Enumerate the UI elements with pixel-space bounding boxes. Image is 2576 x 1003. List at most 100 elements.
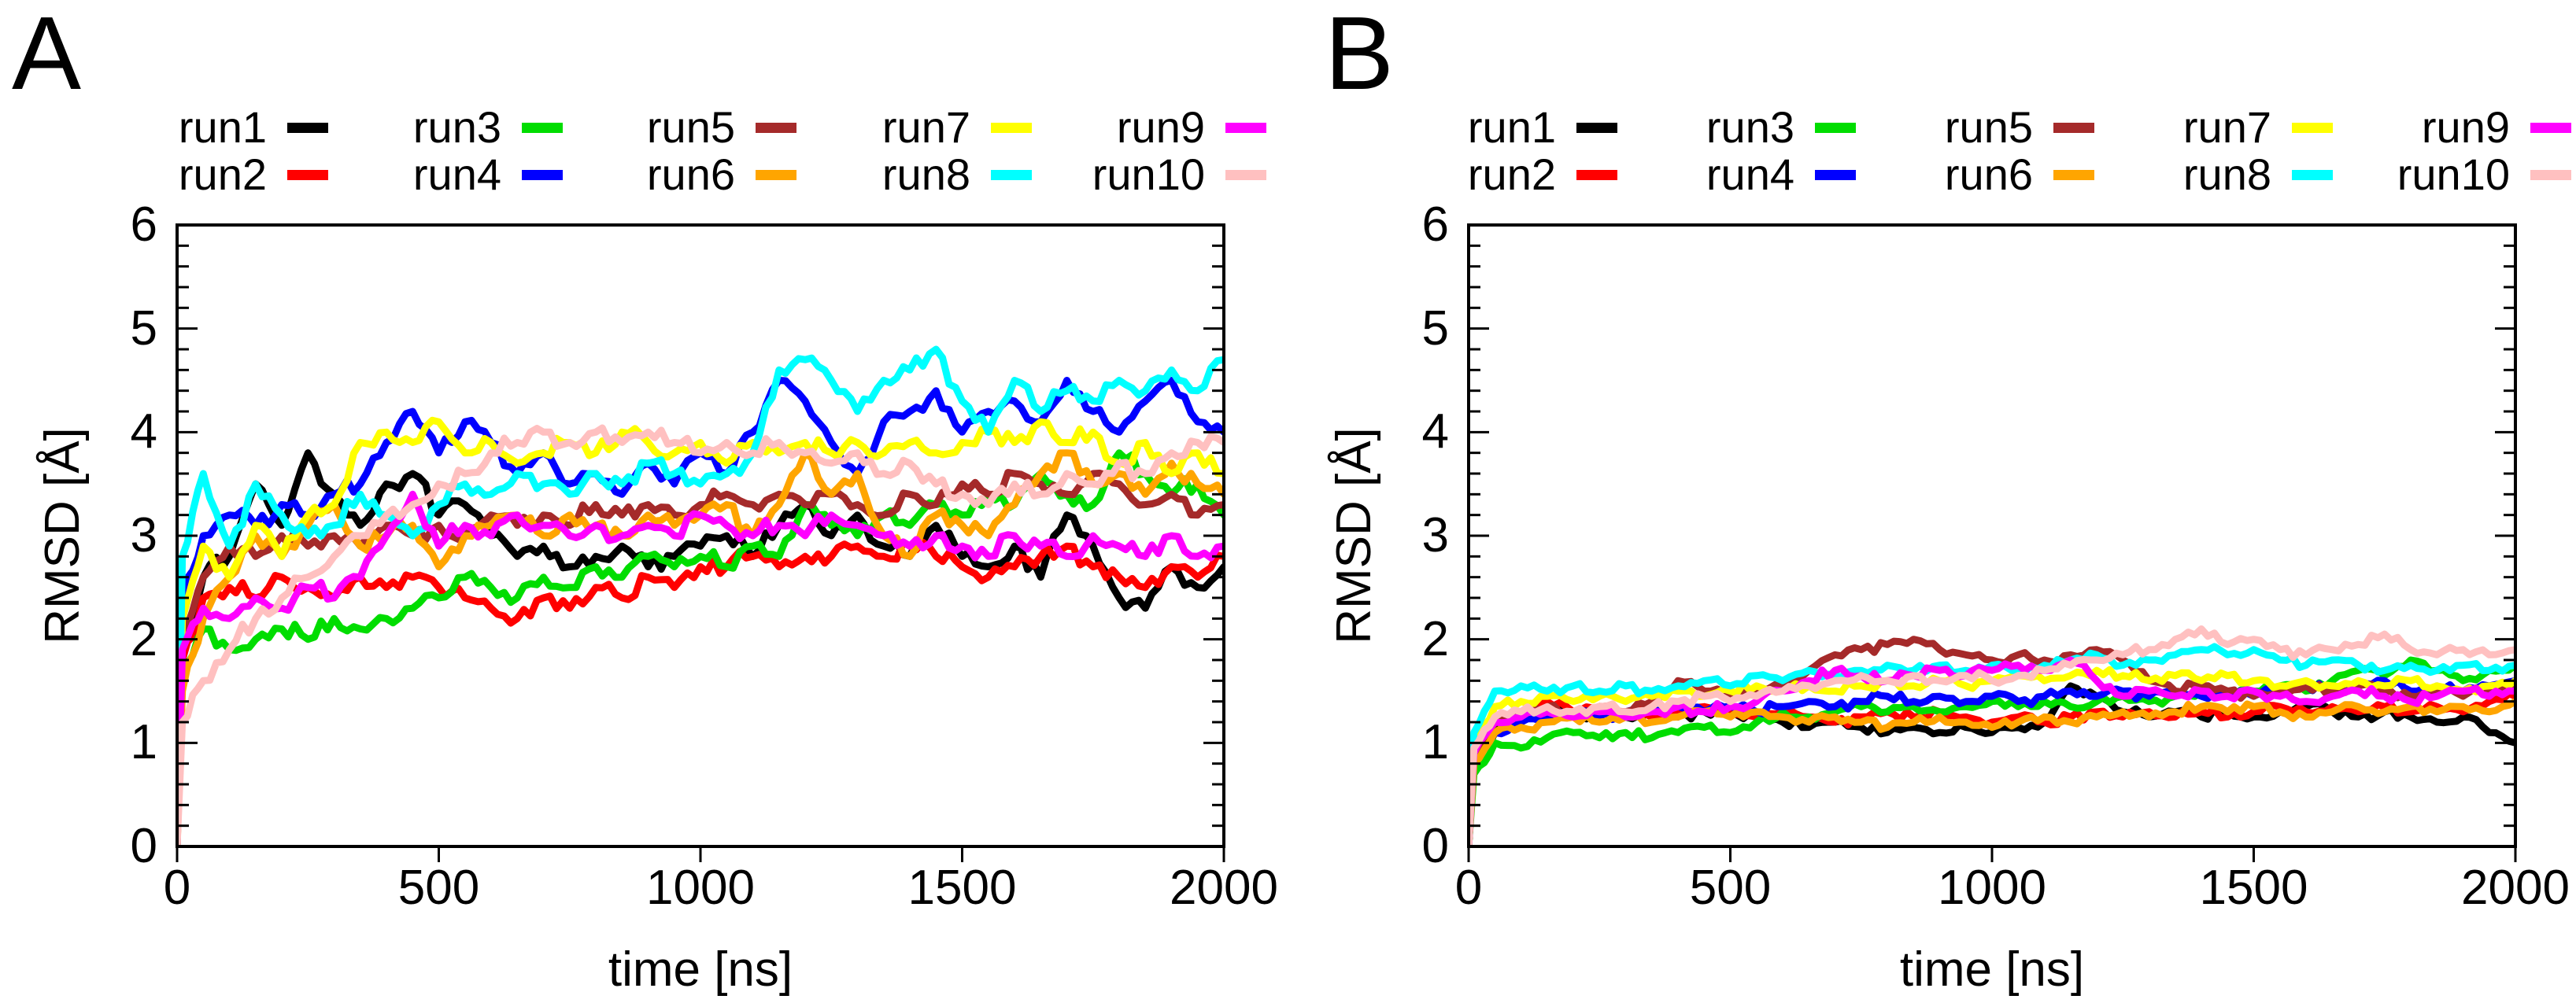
legend-entry-b-run10: run10 bbox=[2356, 152, 2571, 197]
y-tick-label-b-2: 2 bbox=[1421, 611, 1449, 666]
curve-a-run9 bbox=[177, 490, 1224, 846]
curve-a-run3 bbox=[177, 449, 1224, 846]
panel-b-x-axis-label: time [ns] bbox=[1899, 942, 2085, 997]
legend-label-b-run2: run2 bbox=[1467, 149, 1556, 199]
legend-entry-b-run6: run6 bbox=[1879, 152, 2094, 197]
legend-label-b-run1: run1 bbox=[1467, 102, 1556, 152]
panel-b-letter: B bbox=[1325, 0, 1395, 111]
legend-swatch-a-run4 bbox=[522, 169, 563, 180]
legend-label-a-run9: run9 bbox=[1116, 102, 1205, 152]
legend-label-a-run1: run1 bbox=[178, 102, 267, 152]
legend-entry-a-run2: run2 bbox=[113, 152, 328, 197]
y-tick-label-b-1: 1 bbox=[1421, 715, 1449, 770]
legend-swatch-a-run3 bbox=[522, 122, 563, 133]
legend-label-b-run7: run7 bbox=[2182, 102, 2271, 152]
legend-entry-b-run9: run9 bbox=[2356, 105, 2571, 150]
legend-entry-a-run9: run9 bbox=[1051, 105, 1266, 150]
x-tick-label-a-0: 0 bbox=[163, 861, 191, 915]
y-tick-label-a-5: 5 bbox=[130, 301, 157, 356]
legend-entry-a-run1: run1 bbox=[113, 105, 328, 150]
x-tick-label-a-1500: 1500 bbox=[907, 861, 1017, 915]
legend-swatch-b-run8 bbox=[2292, 169, 2333, 180]
legend-entry-b-run4: run4 bbox=[1641, 152, 1856, 197]
legend-swatch-b-run9 bbox=[2530, 122, 2571, 133]
legend-entry-b-run7: run7 bbox=[2118, 105, 2333, 150]
x-tick-label-a-500: 500 bbox=[397, 861, 480, 915]
legend-entry-b-run2: run2 bbox=[1403, 152, 1617, 197]
legend-label-a-run7: run7 bbox=[881, 102, 970, 152]
x-tick-label-b-500: 500 bbox=[1689, 861, 1772, 915]
legend-label-a-run8: run8 bbox=[881, 149, 970, 199]
legend-label-b-run6: run6 bbox=[1944, 149, 2033, 199]
legend-swatch-a-run8 bbox=[991, 169, 1032, 180]
x-tick-label-b-2000: 2000 bbox=[2461, 861, 2570, 915]
plot-frame-b bbox=[1467, 223, 2517, 848]
x-tick-label-a-1000: 1000 bbox=[646, 861, 755, 915]
legend-swatch-b-run3 bbox=[1815, 122, 1856, 133]
y-tick-label-a-6: 6 bbox=[130, 197, 157, 252]
y-tick-label-a-4: 4 bbox=[130, 404, 157, 459]
legend-swatch-b-run10 bbox=[2530, 169, 2571, 180]
legend-swatch-b-run2 bbox=[1576, 169, 1617, 180]
legend-swatch-a-run2 bbox=[287, 169, 328, 180]
legend-entry-a-run4: run4 bbox=[348, 152, 563, 197]
x-tick-label-b-1000: 1000 bbox=[1938, 861, 2046, 915]
legend-label-b-run5: run5 bbox=[1944, 102, 2033, 152]
plot-frame-a bbox=[176, 223, 1225, 848]
y-tick-label-a-2: 2 bbox=[130, 611, 157, 666]
legend-label-a-run5: run5 bbox=[646, 102, 735, 152]
tick-marks-a bbox=[176, 244, 1225, 862]
legend-swatch-b-run4 bbox=[1815, 169, 1856, 180]
legend-swatch-a-run6 bbox=[756, 169, 796, 180]
legend-entry-a-run7: run7 bbox=[817, 105, 1032, 150]
legend-label-a-run2: run2 bbox=[178, 149, 267, 199]
curve-a-run2 bbox=[177, 538, 1224, 846]
legend-label-a-run4: run4 bbox=[412, 149, 501, 199]
legend-swatch-b-run1 bbox=[1576, 122, 1617, 133]
y-tick-label-b-3: 3 bbox=[1421, 508, 1449, 562]
legend-entry-a-run8: run8 bbox=[817, 152, 1032, 197]
curve-a-run7 bbox=[177, 416, 1224, 846]
legend-entry-a-run10: run10 bbox=[1051, 152, 1266, 197]
panel-a-x-axis-label: time [ns] bbox=[608, 942, 793, 997]
legend-swatch-a-run10 bbox=[1225, 169, 1266, 180]
legend-swatch-b-run6 bbox=[2053, 169, 2094, 180]
legend-label-a-run6: run6 bbox=[646, 149, 735, 199]
legend-swatch-b-run5 bbox=[2053, 122, 2094, 133]
tick-marks-b bbox=[1467, 244, 2517, 862]
legend-entry-b-run5: run5 bbox=[1879, 105, 2094, 150]
y-tick-label-a-1: 1 bbox=[130, 715, 157, 770]
y-tick-label-a-0: 0 bbox=[130, 819, 157, 873]
x-tick-label-b-0: 0 bbox=[1454, 861, 1483, 915]
curve-b-run10 bbox=[1469, 625, 2515, 846]
legend-swatch-a-run9 bbox=[1225, 122, 1266, 133]
legend-label-b-run8: run8 bbox=[2182, 149, 2271, 199]
curve-a-run8 bbox=[177, 345, 1224, 846]
legend-entry-a-run6: run6 bbox=[582, 152, 796, 197]
legend-label-b-run3: run3 bbox=[1706, 102, 1794, 152]
x-tick-label-b-1500: 1500 bbox=[2199, 861, 2308, 915]
curve-a-run10 bbox=[177, 424, 1224, 846]
legend-label-a-run3: run3 bbox=[412, 102, 501, 152]
y-tick-label-b-5: 5 bbox=[1421, 301, 1449, 356]
legend-swatch-a-run7 bbox=[991, 122, 1032, 133]
legend-swatch-b-run7 bbox=[2292, 122, 2333, 133]
legend-entry-b-run3: run3 bbox=[1641, 105, 1856, 150]
y-tick-label-b-4: 4 bbox=[1421, 404, 1449, 459]
y-tick-label-b-6: 6 bbox=[1421, 197, 1449, 252]
legend-swatch-a-run1 bbox=[287, 122, 328, 133]
curve-b-run3 bbox=[1469, 656, 2515, 846]
y-tick-label-a-3: 3 bbox=[130, 508, 157, 562]
legend-label-b-run4: run4 bbox=[1706, 149, 1794, 199]
legend-entry-b-run8: run8 bbox=[2118, 152, 2333, 197]
legend-entry-a-run5: run5 bbox=[582, 105, 796, 150]
y-tick-label-b-0: 0 bbox=[1421, 819, 1449, 873]
panel-a-letter: A bbox=[12, 0, 82, 111]
legend-entry-b-run1: run1 bbox=[1403, 105, 1617, 150]
x-tick-label-a-2000: 2000 bbox=[1170, 861, 1278, 915]
legend-entry-a-run3: run3 bbox=[348, 105, 563, 150]
curves-b bbox=[1469, 625, 2515, 846]
legend-label-b-run9: run9 bbox=[2421, 102, 2510, 152]
